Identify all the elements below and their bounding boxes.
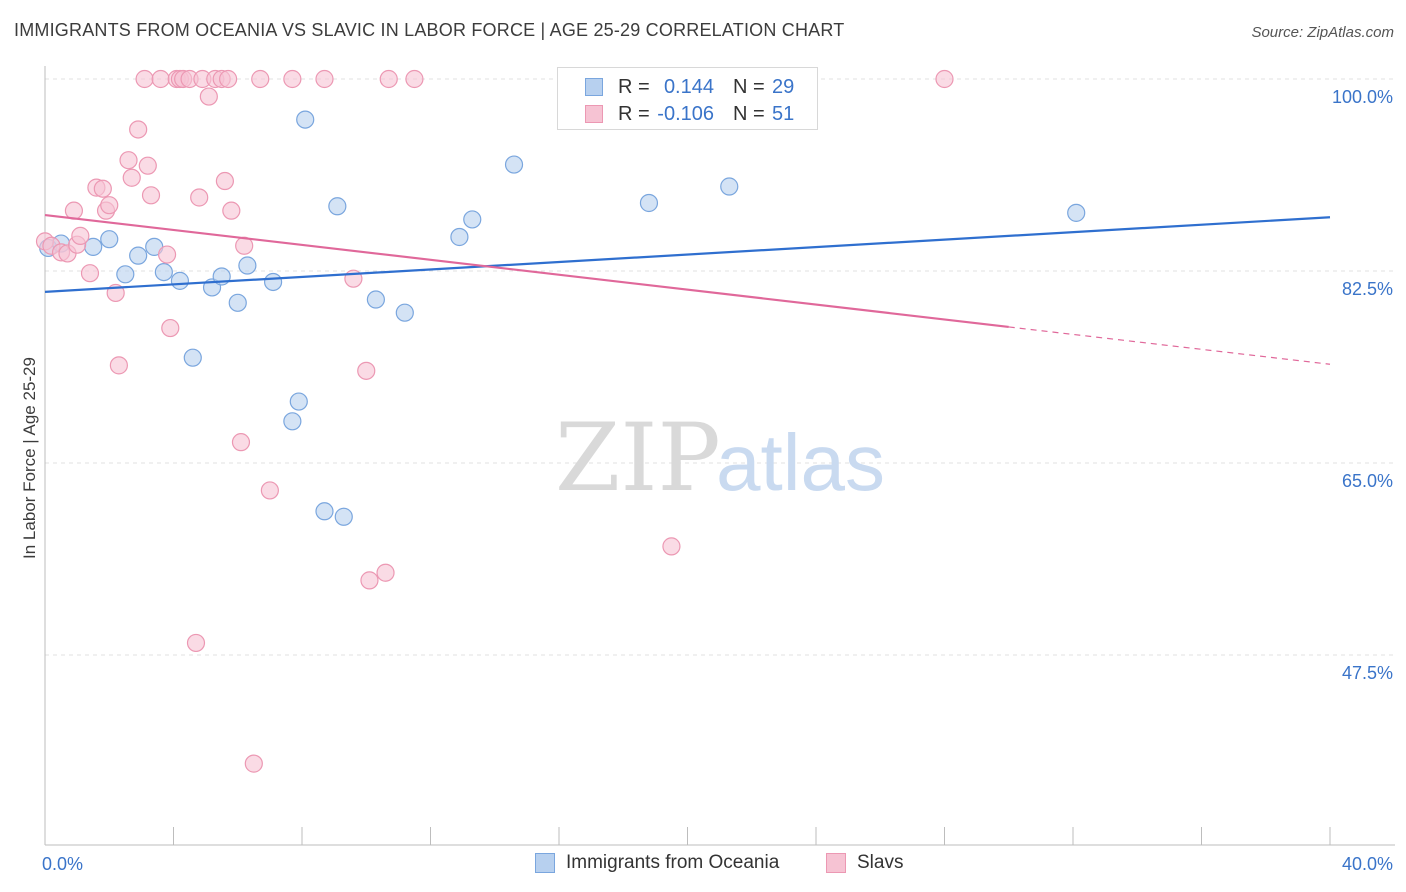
- slavs-point: [376, 563, 395, 582]
- oceania-trend-line: [44, 216, 1331, 293]
- trend-lines: [44, 213, 1331, 365]
- legend-r-value: 0.144: [663, 76, 714, 98]
- source-label: Source: ZipAtlas.com: [1251, 24, 1394, 41]
- oceania-point: [100, 230, 119, 249]
- slavs-point: [100, 196, 119, 215]
- slavs-point: [219, 69, 238, 89]
- legend-swatch-pink: [826, 853, 846, 873]
- slavs-point: [935, 69, 954, 89]
- data-points: [35, 69, 1086, 773]
- oceania-point: [328, 197, 347, 216]
- slavs-point: [199, 87, 218, 106]
- watermark: ZIP atlas: [555, 404, 885, 513]
- oceania-point: [504, 155, 524, 174]
- oceania-point: [639, 193, 659, 213]
- oceania-point: [183, 348, 202, 367]
- legend-label: Immigrants from Oceania: [566, 852, 780, 873]
- oceania-point: [296, 110, 315, 129]
- legend-r-label: R =: [618, 76, 650, 98]
- oceania-point: [289, 392, 308, 411]
- legend-n-value: 29: [772, 76, 795, 98]
- slavs-point: [190, 188, 209, 207]
- slavs-point: [186, 633, 206, 653]
- slavs-trend-line-extension: [1008, 326, 1331, 365]
- axes: [44, 66, 1395, 846]
- legend-label: Slavs: [857, 852, 904, 873]
- oceania-point: [334, 507, 353, 526]
- slavs-point: [71, 226, 90, 245]
- legend-n-label: N =: [733, 103, 765, 125]
- oceania-point: [228, 293, 247, 312]
- gridlines: [45, 78, 1395, 656]
- slavs-point: [244, 754, 263, 773]
- legend-n-label: N =: [733, 76, 765, 98]
- slavs-point: [138, 156, 157, 175]
- slavs-point: [662, 537, 681, 556]
- chart-title: IMMIGRANTS FROM OCEANIA VS SLAVIC IN LAB…: [14, 20, 845, 40]
- oceania-point: [720, 177, 739, 196]
- slavs-point: [251, 69, 270, 89]
- tick-labels: 100.0% 82.5% 65.0% 47.5% 0.0% 40.0%: [42, 87, 1393, 874]
- legend-swatch-blue: [585, 78, 603, 96]
- oceania-point: [366, 290, 385, 309]
- legend-r-value: -0.106: [657, 103, 714, 125]
- y-tick-label: 47.5%: [1342, 663, 1393, 683]
- slavs-point: [357, 361, 376, 380]
- x-tick-label: 0.0%: [42, 854, 83, 874]
- legend-row-slavs: R = -0.106 N = 51: [558, 101, 817, 129]
- slavs-point: [119, 151, 138, 170]
- legend-swatch-pink: [585, 105, 603, 123]
- oceania-point: [129, 246, 148, 265]
- slavs-point: [129, 120, 148, 139]
- oceania-point: [463, 210, 482, 229]
- slavs-point: [161, 318, 180, 338]
- oceania-point: [263, 272, 283, 292]
- legend-row-oceania: R = 0.144 N = 29: [558, 74, 817, 102]
- x-tick-label: 40.0%: [1342, 854, 1393, 874]
- legend-n-value: 51: [772, 103, 795, 125]
- slavs-point: [109, 356, 128, 375]
- watermark-atlas: atlas: [716, 418, 885, 507]
- watermark-zip: ZIP: [555, 404, 721, 513]
- slavs-point: [315, 69, 334, 89]
- slavs-point: [93, 179, 112, 198]
- slavs-point: [122, 168, 141, 187]
- slavs-point: [141, 186, 161, 205]
- oceania-point: [315, 502, 334, 521]
- oceania-point: [283, 412, 302, 431]
- slavs-point: [379, 69, 398, 89]
- y-tick-label: 65.0%: [1342, 471, 1393, 491]
- slavs-point: [260, 481, 279, 500]
- oceania-point: [450, 227, 469, 247]
- oceania-point: [238, 256, 257, 275]
- slavs-point: [231, 433, 251, 452]
- slavs-point: [405, 69, 424, 89]
- oceania-point: [170, 271, 190, 290]
- oceania-point: [116, 265, 135, 284]
- legend-swatch-blue: [535, 853, 555, 873]
- slavs-point: [151, 69, 170, 89]
- slavs-trend-line: [44, 213, 1009, 329]
- slavs-point: [222, 201, 241, 220]
- slavs-point: [283, 69, 302, 89]
- slavs-point: [360, 571, 379, 590]
- oceania-point: [395, 303, 414, 322]
- y-tick-label: 82.5%: [1342, 279, 1393, 299]
- y-tick-label: 100.0%: [1332, 87, 1393, 107]
- slavs-point: [135, 69, 154, 89]
- slavs-point: [80, 264, 100, 283]
- oceania-point: [1067, 203, 1086, 222]
- correlation-legend: R = 0.144 N = 29 R = -0.106 N = 51: [557, 67, 818, 130]
- slavs-point: [157, 245, 177, 264]
- oceania-point: [154, 262, 173, 282]
- legend-r-label: R =: [618, 103, 650, 125]
- y-axis-label: In Labor Force | Age 25-29: [20, 357, 39, 559]
- slavs-point: [215, 171, 234, 191]
